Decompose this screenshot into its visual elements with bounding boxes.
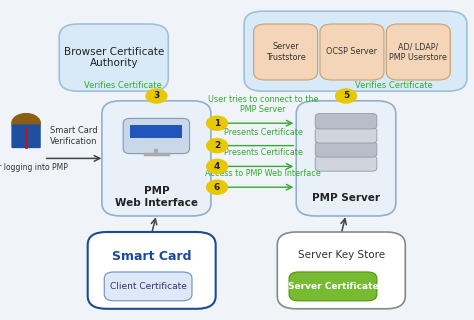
Text: 5: 5: [343, 92, 349, 100]
Text: Client Certificate: Client Certificate: [109, 282, 187, 291]
Text: User tries to connect to the
PMP Server: User tries to connect to the PMP Server: [208, 95, 318, 114]
Text: Server Certificate: Server Certificate: [288, 282, 378, 291]
Circle shape: [207, 159, 228, 173]
Text: Verifies Certificate: Verifies Certificate: [84, 81, 162, 90]
Text: Browser Certificate
Authority: Browser Certificate Authority: [64, 47, 164, 68]
Text: Verifies Certificate: Verifies Certificate: [355, 81, 432, 90]
Text: PMP
Web Interface: PMP Web Interface: [115, 186, 198, 208]
Text: OCSP Server: OCSP Server: [327, 47, 377, 57]
Text: 2: 2: [214, 141, 220, 150]
FancyBboxPatch shape: [289, 272, 377, 301]
FancyBboxPatch shape: [315, 156, 377, 171]
Text: Smart Card: Smart Card: [112, 250, 191, 263]
FancyBboxPatch shape: [130, 125, 182, 138]
FancyBboxPatch shape: [386, 24, 450, 80]
Circle shape: [336, 89, 356, 103]
FancyBboxPatch shape: [277, 232, 405, 309]
FancyBboxPatch shape: [320, 24, 384, 80]
FancyBboxPatch shape: [123, 118, 190, 154]
Text: Access to PMP Web Interface: Access to PMP Web Interface: [205, 169, 321, 178]
FancyBboxPatch shape: [102, 101, 211, 216]
FancyBboxPatch shape: [104, 272, 192, 301]
Circle shape: [207, 180, 228, 194]
FancyBboxPatch shape: [254, 24, 318, 80]
Text: AD/ LDAP/
PMP Userstore: AD/ LDAP/ PMP Userstore: [389, 42, 447, 62]
FancyBboxPatch shape: [296, 101, 396, 216]
Text: Server
Truststore: Server Truststore: [266, 42, 305, 62]
FancyBboxPatch shape: [11, 124, 41, 148]
Text: 3: 3: [153, 92, 160, 100]
Text: Presents Certificate: Presents Certificate: [224, 128, 302, 137]
FancyBboxPatch shape: [88, 232, 216, 309]
Text: Smart Card
Verification: Smart Card Verification: [50, 126, 97, 146]
Text: Server Key Store: Server Key Store: [298, 250, 385, 260]
FancyBboxPatch shape: [315, 142, 377, 157]
Text: PMP Server: PMP Server: [312, 193, 380, 204]
Circle shape: [12, 114, 40, 133]
Circle shape: [146, 89, 167, 103]
Text: 4: 4: [214, 162, 220, 171]
FancyBboxPatch shape: [315, 114, 377, 129]
Text: 1: 1: [214, 119, 220, 128]
Text: User logging into PMP: User logging into PMP: [0, 163, 68, 172]
Circle shape: [207, 139, 228, 153]
FancyBboxPatch shape: [315, 128, 377, 143]
Text: Presents Certificate: Presents Certificate: [224, 148, 302, 157]
FancyBboxPatch shape: [244, 11, 467, 91]
Text: 6: 6: [214, 183, 220, 192]
FancyBboxPatch shape: [59, 24, 168, 91]
Circle shape: [207, 116, 228, 130]
